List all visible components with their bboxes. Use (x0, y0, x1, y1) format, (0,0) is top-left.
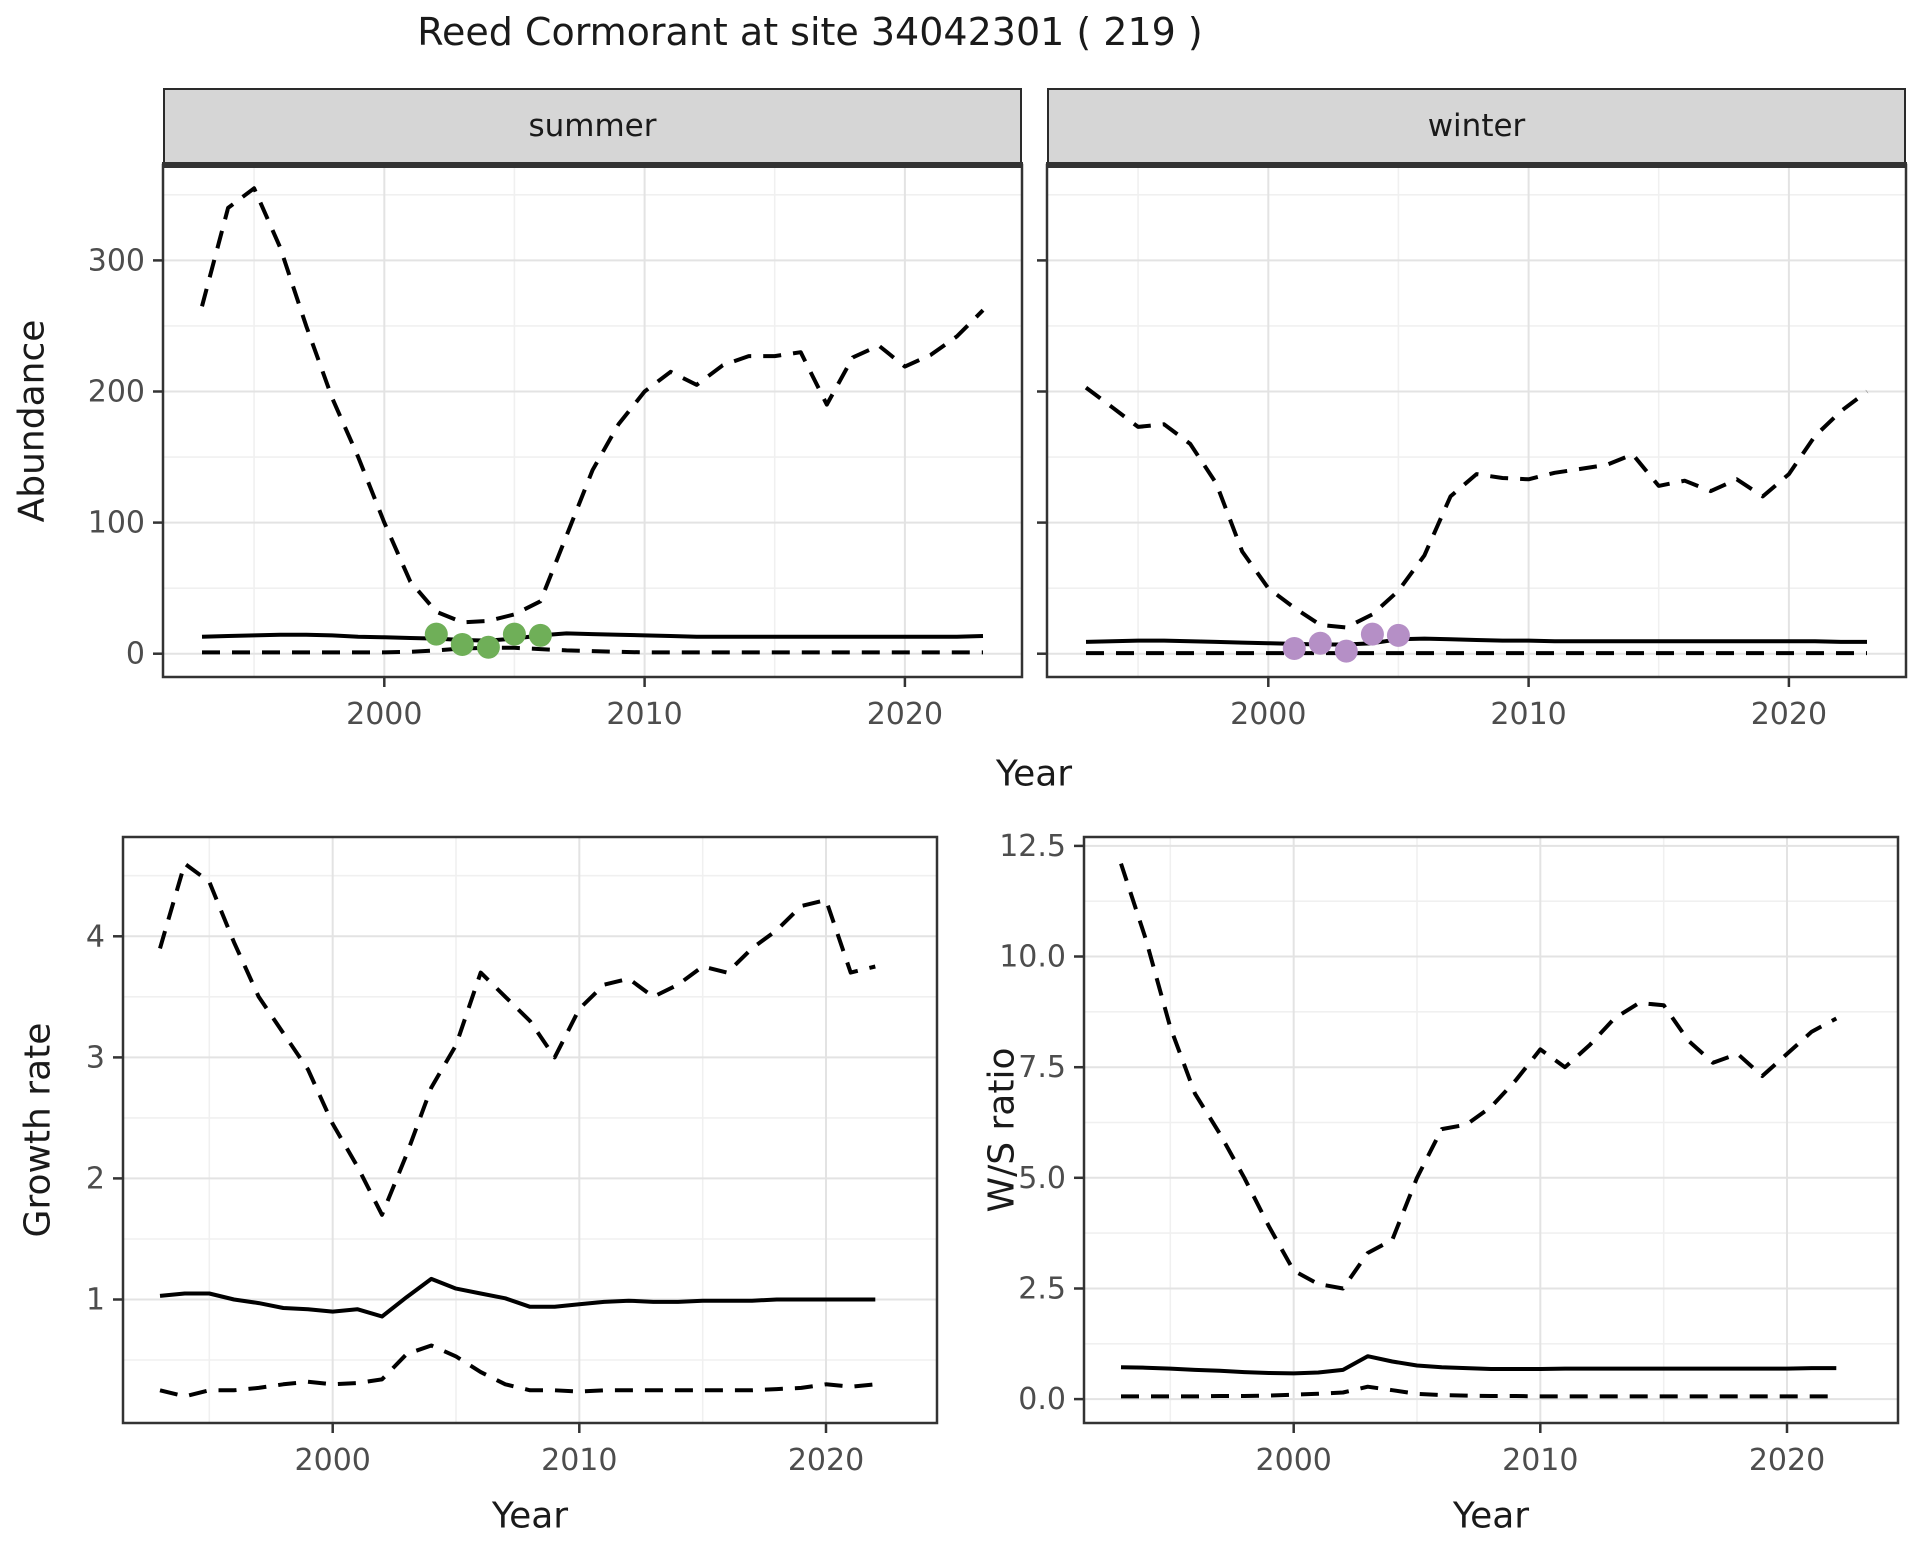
ws_ratio-upper_95_ci-line (1119, 862, 1838, 1291)
growth_rate-panel-border (121, 835, 939, 1425)
growth_rate-panel: 2000 2010 2020 1 2 3 4 (86, 835, 939, 1478)
ws_ratio-x-tick-label: 2000 (1256, 1443, 1332, 1478)
abundance_summer-x-tick-label: 2020 (867, 697, 943, 732)
growth_rate-x-tick-label: 2000 (295, 1443, 371, 1478)
ws_ratio-lower_95_ci-line (1121, 1384, 1837, 1399)
x-axis-title-year-top: Year (995, 753, 1073, 795)
growth_rate-y-tick-label: 1 (86, 1283, 105, 1318)
abundance_summer-lower_95_ci-line (202, 645, 983, 655)
abundance_summer-y-tick-label: 200 (88, 375, 145, 410)
abundance_summer-panel: 2000 2010 2020 0 100 200 300 (88, 162, 1024, 732)
abundance_winter-median-line (1085, 636, 1867, 647)
abundance_winter-observed-point (1360, 622, 1384, 646)
facet-strip-summer-label: summer (528, 108, 657, 144)
growth_rate-lower_95_ci-line (159, 1343, 876, 1399)
abundance_summer-observed-point (450, 633, 474, 656)
ws_ratio-y-tick-label: 10.0 (999, 940, 1066, 975)
growth_rate-y-tick-label: 2 (86, 1161, 105, 1196)
abundance_winter-observed-point (1386, 623, 1410, 647)
abundance_summer-y-tick-label: 0 (126, 637, 145, 672)
growth_rate-x-tick-label: 2020 (788, 1443, 864, 1478)
facet-strip-winter-label: winter (1427, 108, 1526, 144)
x-axis-title-year-growth: Year (491, 1495, 569, 1537)
abundance_winter-upper_95_ci-line (1084, 386, 1869, 630)
page-title: Reed Cormorant at site 34042301 ( 219 ) (417, 10, 1203, 54)
abundance_summer-observed-point (502, 622, 526, 646)
abundance_summer-x-tick-label: 2000 (346, 697, 422, 732)
abundance_winter-x-tick-label: 2000 (1230, 697, 1306, 732)
abundance_summer-observed-point (424, 622, 448, 646)
ws_ratio-y-tick-label: 12.5 (999, 829, 1066, 864)
abundance_winter-x-tick-label: 2020 (1751, 697, 1827, 732)
ws_ratio-median-line (1120, 1354, 1837, 1376)
growth_rate-upper_95_ci-line (158, 861, 876, 1217)
abundance_summer-x-tick-label: 2010 (606, 697, 682, 732)
growth_rate-y-tick-label: 3 (86, 1040, 105, 1075)
x-axis-title-year-ws: Year (1452, 1495, 1530, 1537)
ws_ratio-y-tick-label: 0.0 (1018, 1382, 1066, 1417)
abundance_summer-y-tick-label: 100 (88, 506, 145, 541)
ws_ratio-y-tick-label: 2.5 (1018, 1272, 1066, 1307)
growth_rate-y-tick-label: 4 (86, 919, 105, 954)
abundance_summer-median-line (201, 631, 984, 643)
abundance_winter-observed-point (1282, 637, 1306, 660)
abundance_winter-observed-point (1308, 631, 1332, 655)
abundance_summer-observed-point (476, 635, 500, 659)
growth_rate-median-line (159, 1276, 876, 1319)
ws_ratio-x-tick-label: 2010 (1502, 1443, 1578, 1478)
abundance_summer-panel-border (161, 163, 1024, 679)
ws_ratio-y-tick-label: 7.5 (1018, 1050, 1066, 1085)
abundance_winter-x-tick-label: 2010 (1490, 697, 1566, 732)
abundance_winter-observed-point (1334, 639, 1358, 663)
abundance_summer-upper_95_ci-line (200, 186, 985, 625)
ws_ratio-x-tick-label: 2020 (1749, 1443, 1825, 1478)
ws_ratio-panel-border (1082, 835, 1900, 1425)
ws_ratio-panel: 2000 2010 2020 0.0 2.5 5.0 7.5 10.0 12.5 (999, 829, 1900, 1478)
growth_rate-x-tick-label: 2010 (541, 1443, 617, 1478)
abundance_winter-panel-border (1045, 163, 1908, 679)
ws_ratio-y-tick-label: 5.0 (1018, 1161, 1066, 1196)
abundance_summer-y-tick-label: 300 (88, 243, 145, 278)
facet-strip-summer: summer (163, 88, 1022, 164)
facet-strip-winter: winter (1047, 88, 1906, 164)
abundance_summer-observed-point (528, 623, 552, 647)
abundance_winter-panel: 2000 2010 2020 (1037, 162, 1908, 732)
